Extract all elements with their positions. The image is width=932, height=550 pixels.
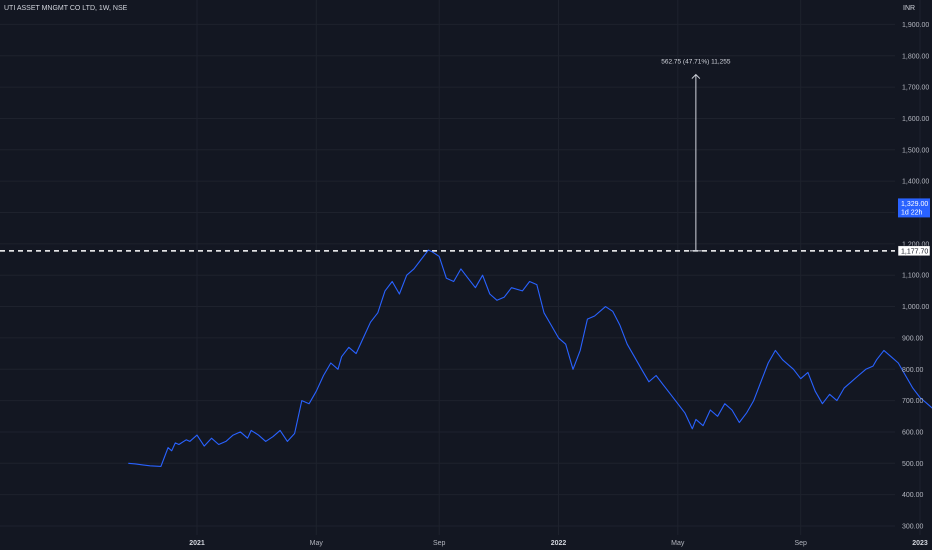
price-axis[interactable]: 300.00 400.00 500.00 600.00 700.00 800.00 900.…	[902, 22, 929, 531]
y-tick-label: 1,800.00	[902, 53, 929, 60]
y-tick-label: 800.00	[902, 367, 924, 374]
y-tick-label: 1,000.00	[902, 304, 929, 311]
hline-price-label: 1,177.70	[897, 245, 931, 257]
y-tick-label: 1,200.00	[902, 241, 929, 248]
currency-label: INR	[903, 5, 916, 12]
y-tick-label: 1,400.00	[902, 179, 929, 186]
x-tick-label: May	[310, 540, 324, 547]
y-tick-label: 1,900.00	[902, 22, 929, 29]
x-tick-label: May	[671, 540, 685, 547]
x-tick-label: 2021	[189, 540, 205, 547]
x-tick-label: 2022	[551, 540, 567, 547]
chart-grid	[0, 0, 921, 535]
price-line	[128, 249, 932, 467]
hline-price-text: 1,177.70	[901, 248, 928, 255]
y-tick-label: 600.00	[902, 429, 924, 436]
series-group	[128, 249, 932, 467]
measure-arrow-head	[691, 73, 701, 79]
last-price-text: 1,329.00	[901, 201, 928, 208]
bar-countdown-text: 1d 22h	[901, 209, 923, 216]
measure-label: 562.75 (47.71%) 11,255	[661, 59, 731, 66]
last-price-badge: 1,329.00 1d 22h	[898, 198, 930, 218]
y-tick-label: 500.00	[902, 461, 924, 468]
y-tick-label: 300.00	[902, 524, 924, 531]
y-tick-label: 1,600.00	[902, 116, 929, 123]
y-tick-label: 1,100.00	[902, 273, 929, 280]
symbol-title: UTI ASSET MNGMT CO LTD, 1W, NSE	[4, 5, 128, 12]
y-tick-label: 400.00	[902, 492, 924, 499]
y-tick-label: 1,700.00	[902, 85, 929, 92]
y-tick-label: 700.00	[902, 398, 924, 405]
x-tick-label: 2023	[912, 540, 928, 547]
y-tick-label: 900.00	[902, 335, 924, 342]
x-tick-label: Sep	[433, 540, 446, 547]
time-axis[interactable]: 2021MaySep2022MaySep2023MaySep2024MaySep…	[189, 540, 932, 547]
x-tick-label: Sep	[794, 540, 807, 547]
measure-tool[interactable]: 562.75 (47.71%) 11,255	[661, 59, 731, 252]
y-tick-label: 1,500.00	[902, 147, 929, 154]
